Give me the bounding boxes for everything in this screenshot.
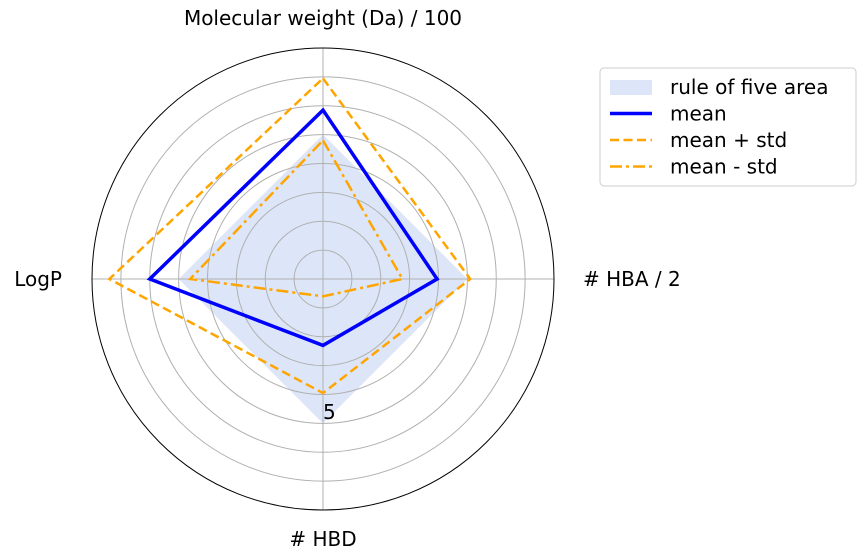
plot-boundary [91, 47, 555, 511]
series-line-mean-std [107, 76, 472, 395]
legend-swatch-rule-of-five-area [610, 80, 652, 95]
series-line-mean-std [187, 138, 405, 298]
label-layer: Molecular weight (Da) / 100 # HBA / 2 # HB… [14, 6, 681, 551]
axis-label: # HBD [289, 527, 356, 551]
legend-label-mean-std: mean - std [670, 155, 778, 179]
axis-label: LogP [14, 267, 62, 291]
axis-label: # HBA / 2 [583, 267, 681, 291]
series-line-mean [146, 107, 440, 348]
grid-layer [91, 47, 555, 511]
legend-label-rule-of-five-area: rule of five area [670, 75, 828, 99]
legend-label-mean-std: mean + std [670, 128, 787, 152]
legend-box [599, 67, 857, 187]
data-layer [107, 76, 472, 395]
legend-label-mean: mean [670, 102, 727, 126]
radial-tick-label: 5 [323, 400, 336, 424]
axis-label: Molecular weight (Da) / 100 [184, 6, 462, 30]
